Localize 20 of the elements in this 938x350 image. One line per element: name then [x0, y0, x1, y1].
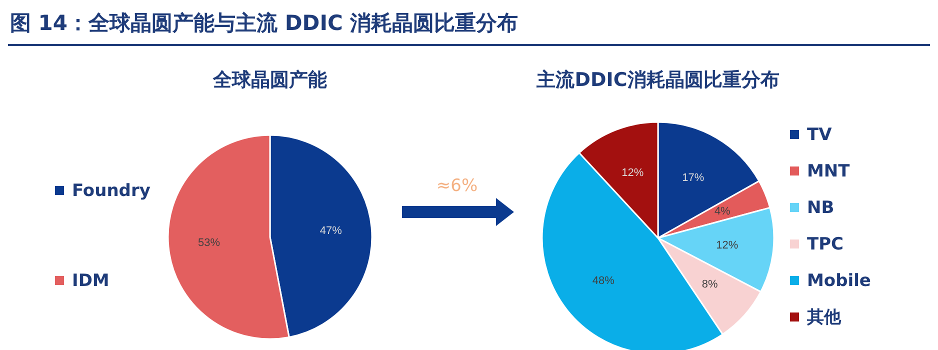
legend-label: Mobile [807, 271, 871, 291]
data-label: 12% [622, 167, 644, 180]
legend-label: Foundry [72, 181, 150, 201]
text: ≈6% [436, 176, 478, 196]
legend-label: MNT [807, 162, 850, 182]
legend-label: 其他 [806, 308, 842, 328]
data-label: 47% [320, 225, 342, 238]
chart-title: 主流DDIC消耗晶圆比重分布 [536, 69, 780, 91]
data-label: 8% [702, 278, 718, 290]
legend-label: NB [807, 198, 834, 218]
legend-label: IDM [72, 271, 110, 291]
legend-label: TPC [807, 234, 844, 254]
legend-label: TV [807, 125, 833, 145]
data-label: 12% [716, 240, 738, 252]
data-label: 4% [714, 206, 731, 218]
data-label: 17% [682, 172, 704, 184]
caption: 图 14：全球晶圆产能与主流 DDIC 消耗晶圆比重分布 [10, 11, 518, 35]
chart-title: 全球晶圆产能 [212, 69, 327, 91]
data-label: 48% [592, 275, 615, 288]
data-label: 53% [198, 236, 220, 249]
